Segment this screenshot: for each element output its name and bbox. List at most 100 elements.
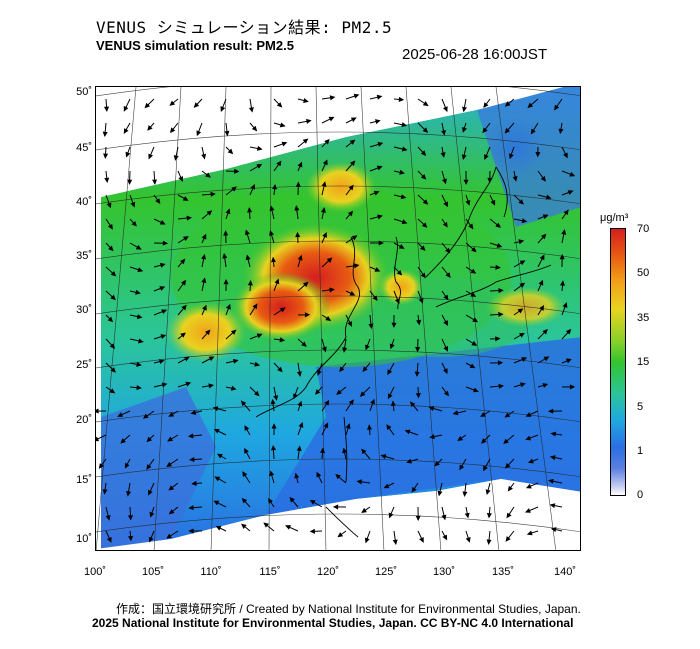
wind-arrowhead xyxy=(180,332,186,338)
wind-arrowhead xyxy=(138,338,144,344)
wind-arrowhead xyxy=(348,399,354,405)
wind-arrowhead xyxy=(295,181,301,187)
wind-arrowhead xyxy=(324,399,330,406)
wind-arrowhead xyxy=(186,215,193,221)
wind-arrowhead xyxy=(98,463,105,469)
wind-arrowhead xyxy=(521,218,528,224)
wind-arrowhead xyxy=(294,205,300,211)
wind-arrowhead xyxy=(224,130,230,137)
wind-arrowhead xyxy=(106,537,112,543)
wind-arrowhead xyxy=(251,125,258,132)
lat-label: 40˚ xyxy=(76,196,92,208)
wind-arrowhead xyxy=(234,168,240,174)
wind-arrowhead xyxy=(345,423,351,430)
wind-arrowhead xyxy=(110,294,116,301)
wind-arrowhead xyxy=(162,240,169,246)
wind-arrowhead xyxy=(441,129,446,136)
wind-arrowhead xyxy=(254,361,261,367)
wind-arrowhead xyxy=(401,219,408,225)
wind-arrowhead xyxy=(256,163,263,169)
wind-arrowhead xyxy=(181,279,187,286)
wind-arrowhead xyxy=(220,106,226,112)
wind-arrowhead xyxy=(383,483,390,489)
wind-arrowhead xyxy=(367,424,373,430)
wind-arrowhead xyxy=(535,151,541,158)
wind-arrowhead xyxy=(471,340,478,346)
wind-arrowhead xyxy=(205,329,211,336)
wind-arrowhead xyxy=(387,369,393,376)
wind-arrowhead xyxy=(419,245,426,251)
wind-arrowhead xyxy=(389,343,395,350)
wind-arrowhead xyxy=(241,497,248,504)
wind-arrowhead xyxy=(350,117,357,123)
wind-arrowhead xyxy=(161,309,168,315)
wind-arrowhead xyxy=(335,473,341,480)
wind-arrowhead xyxy=(428,406,435,412)
wind-arrowhead xyxy=(519,260,526,266)
wind-arrowhead xyxy=(525,508,531,513)
wind-arrowhead xyxy=(400,194,407,200)
wind-arrowhead xyxy=(297,400,303,407)
wind-arrowhead xyxy=(230,329,237,335)
wind-arrowhead xyxy=(380,454,387,459)
wind-arrowhead xyxy=(168,509,175,515)
wind-arrowhead xyxy=(442,534,448,541)
wind-arrowhead xyxy=(485,489,491,495)
wind-arrowhead xyxy=(272,183,278,190)
wind-arrowhead xyxy=(554,104,560,111)
wind-arrowhead xyxy=(202,304,207,311)
map-canvas xyxy=(96,87,580,550)
wind-arrowhead xyxy=(527,102,534,108)
wind-arrowhead xyxy=(550,527,557,533)
wind-arrowhead xyxy=(201,233,207,240)
wind-arrowhead xyxy=(296,371,302,377)
wind-arrowhead xyxy=(398,244,405,249)
wind-arrowhead xyxy=(117,412,123,417)
wind-arrowhead xyxy=(482,127,488,134)
wind-arrowhead xyxy=(190,410,197,415)
wind-arrowhead xyxy=(296,445,302,452)
wind-arrowhead xyxy=(463,179,469,185)
wind-arrowhead xyxy=(490,199,496,206)
wind-arrowhead xyxy=(375,119,381,125)
lon-label: 135˚ xyxy=(491,566,515,578)
wind-arrowhead xyxy=(486,539,492,545)
wind-arrowhead xyxy=(411,486,417,493)
wind-arrowhead xyxy=(442,106,448,113)
wind-arrowhead xyxy=(173,155,179,161)
wind-arrowhead xyxy=(315,389,321,395)
wind-arrowhead xyxy=(104,177,110,184)
wind-arrowhead xyxy=(540,176,546,182)
wind-arrowhead xyxy=(136,314,143,320)
wind-arrowhead xyxy=(559,280,566,286)
wind-arrowhead xyxy=(465,199,471,206)
wind-arrowhead xyxy=(378,240,384,246)
lon-label: 130˚ xyxy=(432,566,456,578)
wind-arrowhead xyxy=(464,512,470,519)
pm25-map xyxy=(95,86,581,551)
wind-arrowhead xyxy=(374,267,381,272)
wind-arrowhead xyxy=(452,410,459,416)
wind-arrowhead xyxy=(123,105,129,112)
wind-arrowhead xyxy=(519,282,526,288)
wind-arrowhead xyxy=(542,214,549,220)
legend-tick: 15 xyxy=(637,356,650,368)
lon-label: 100˚ xyxy=(83,566,107,578)
wind-arrowhead xyxy=(376,94,383,100)
wind-arrowhead xyxy=(486,512,492,519)
wind-arrowhead xyxy=(208,356,215,362)
wind-arrowhead xyxy=(543,356,550,362)
wind-arrowhead xyxy=(144,102,151,109)
wind-arrowhead xyxy=(422,101,429,107)
wind-arrowhead xyxy=(506,512,512,519)
wind-arrowhead xyxy=(518,199,524,205)
wind-arrowhead xyxy=(409,401,416,408)
wind-arrowhead xyxy=(324,138,330,145)
wind-arrowhead xyxy=(421,222,428,228)
wind-arrowhead xyxy=(567,190,574,195)
wind-arrowhead xyxy=(279,122,286,128)
wind-arrowhead xyxy=(416,319,422,326)
wind-arrowhead xyxy=(298,422,304,428)
wind-arrowhead xyxy=(462,491,468,497)
wind-arrowhead xyxy=(182,236,189,242)
